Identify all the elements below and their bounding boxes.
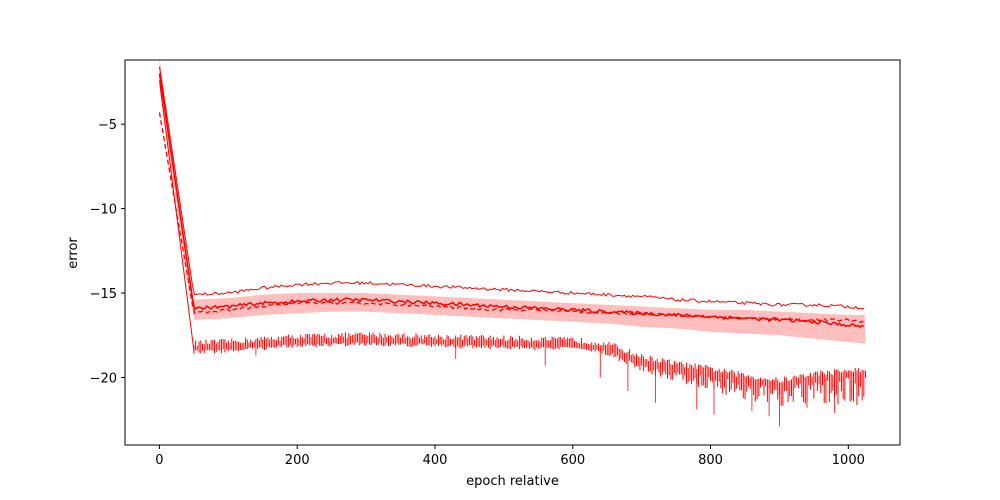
x-axis-label: epoch relative [466,474,559,489]
y-axis-label: error [66,237,81,269]
x-tick-label: 400 [423,453,448,468]
mean-line [158,73,865,328]
x-tick-label: 200 [285,453,310,468]
y-tick-label: −10 [90,203,117,218]
x-tick-label: 1000 [832,453,865,468]
x-tick-label: 0 [155,453,163,468]
y-tick-label: −15 [90,287,117,302]
std-band [159,56,866,344]
plot-area [158,56,867,427]
max-line [158,66,865,310]
plot-frame [124,59,901,446]
x-tick-label: 600 [560,453,585,468]
axes: 0 200 400 600 800 1000 −5 −10 −15 −20 [90,59,901,468]
y-tick-label: −5 [98,118,117,133]
x-tick-label: 800 [698,453,723,468]
y-tick-label: −20 [90,371,117,386]
